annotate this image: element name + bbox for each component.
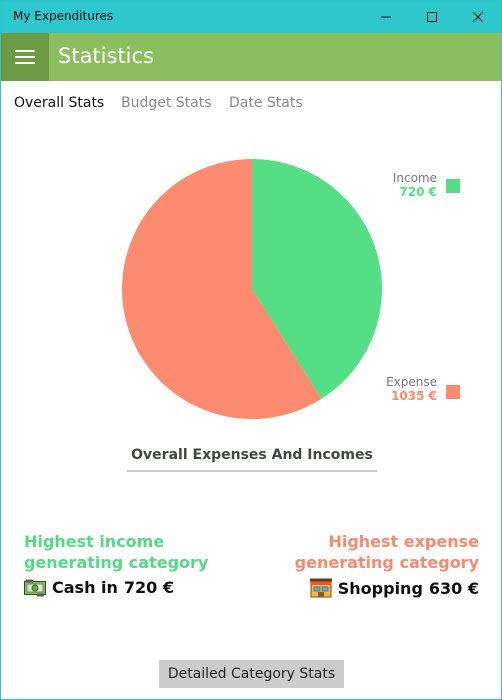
close-button[interactable]	[455, 1, 501, 33]
highest-income-heading-line1: Highest income	[24, 532, 165, 551]
highest-expense-heading: Highest expense generating category	[295, 531, 479, 573]
maximize-button[interactable]	[409, 1, 455, 33]
page-title: Statistics	[58, 44, 154, 68]
pie-slice-expense	[121, 159, 322, 420]
stats-tabs: Overall Stats Budget Stats Date Stats	[1, 95, 501, 119]
hamburger-icon	[15, 50, 35, 64]
legend-expense: Expense 1035 €	[347, 375, 437, 403]
highest-expense-amount: 630 €	[428, 578, 479, 598]
highest-expense-category-name: Shopping	[337, 578, 423, 598]
minimize-icon	[381, 16, 391, 18]
chart-title: Overall Expenses And Incomes	[131, 447, 373, 463]
legend-income-swatch	[446, 179, 460, 193]
title-bar[interactable]: My Expenditures	[1, 1, 501, 33]
detailed-category-stats-button[interactable]: Detailed Category Stats	[159, 660, 344, 688]
highest-income-heading: Highest income generating category	[24, 531, 208, 573]
close-icon	[472, 11, 484, 23]
caption-divider	[127, 470, 377, 472]
pie-slice-income	[252, 159, 382, 399]
legend-expense-value: 1035 €	[391, 389, 437, 403]
shopping-icon	[309, 578, 332, 598]
highest-expense-heading-line2: generating category	[294, 553, 479, 572]
tab-overall-stats[interactable]: Overall Stats	[14, 95, 105, 111]
pie-chart	[121, 159, 382, 420]
tab-date-stats[interactable]: Date Stats	[229, 95, 303, 111]
chart-area: Income 720 € Expense 1035 €	[1, 131, 501, 431]
legend-expense-swatch	[446, 385, 460, 399]
maximize-icon	[427, 12, 437, 22]
cash-icon	[24, 579, 46, 596]
legend-income-name: Income	[392, 171, 437, 185]
app-bar: Statistics	[1, 33, 501, 81]
tab-budget-stats[interactable]: Budget Stats	[121, 95, 212, 111]
highest-income-category: Cash in 720 €	[24, 578, 174, 597]
minimize-button[interactable]	[363, 1, 409, 33]
window-title: My Expenditures	[13, 9, 114, 23]
legend-income: Income 720 €	[347, 171, 437, 199]
highest-income-category-name: Cash in	[52, 578, 118, 597]
highest-income-amount: 720 €	[123, 578, 175, 597]
hamburger-menu-button[interactable]	[1, 33, 49, 81]
highest-expense-heading-line1: Highest expense	[328, 532, 479, 551]
highest-expense-category: Shopping 630 €	[309, 578, 479, 598]
legend-income-value: 720 €	[399, 185, 437, 199]
legend-expense-name: Expense	[386, 375, 437, 389]
highest-income-heading-line2: generating category	[24, 553, 209, 572]
